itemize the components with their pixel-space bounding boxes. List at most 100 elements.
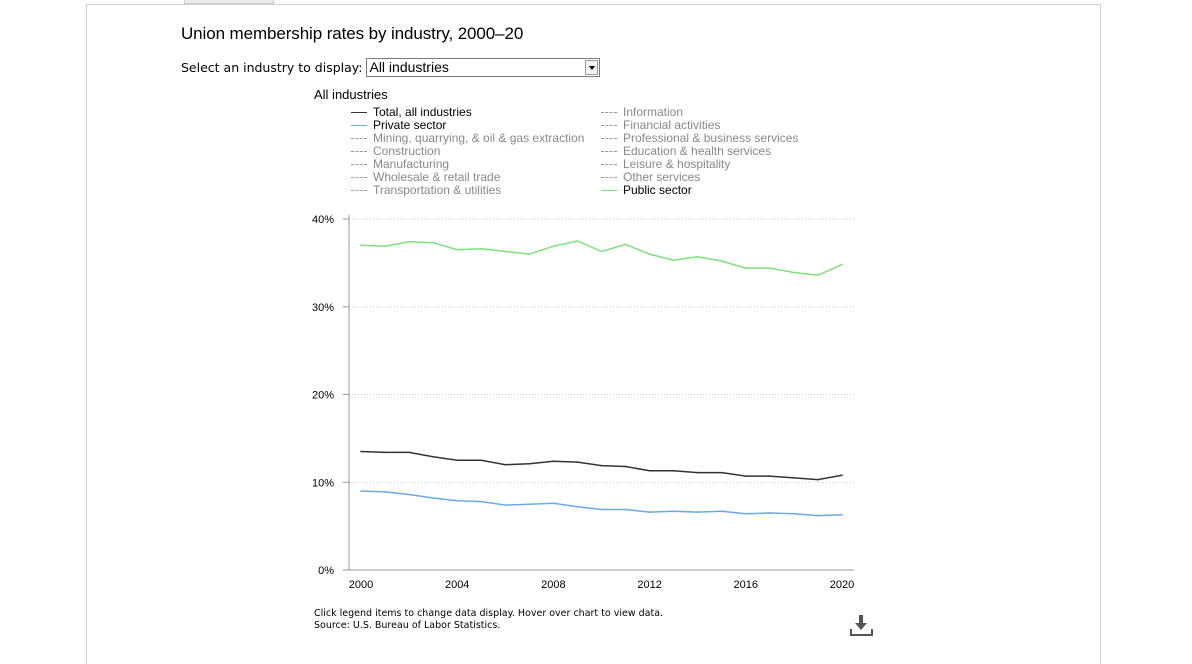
legend-swatch xyxy=(601,190,617,191)
data-point[interactable] xyxy=(696,255,699,258)
data-point[interactable] xyxy=(528,503,531,505)
data-point[interactable] xyxy=(552,502,555,505)
data-point[interactable] xyxy=(841,513,843,516)
industry-select[interactable]: All industries xyxy=(366,58,601,77)
legend-item[interactable]: Other services xyxy=(601,171,798,184)
legend-item[interactable]: Mining, quarrying, & oil & gas extractio… xyxy=(351,132,584,145)
data-point[interactable] xyxy=(456,248,459,251)
footnote-instructions: Click legend items to change data displa… xyxy=(314,608,664,619)
data-point[interactable] xyxy=(384,245,386,248)
x-tick-label: 2008 xyxy=(541,579,565,591)
data-point[interactable] xyxy=(480,248,483,250)
y-tick-label: 0% xyxy=(318,565,334,577)
data-point[interactable] xyxy=(600,508,603,511)
legend-swatch xyxy=(601,112,617,113)
data-point[interactable] xyxy=(841,263,843,266)
data-point[interactable] xyxy=(817,478,819,481)
data-point[interactable] xyxy=(456,499,459,502)
data-point[interactable] xyxy=(648,470,651,472)
legend-label: Education & health services xyxy=(623,144,772,158)
data-point[interactable] xyxy=(432,456,434,458)
y-tick-label: 40% xyxy=(312,214,334,226)
data-point[interactable] xyxy=(408,451,410,454)
tab-stub[interactable] xyxy=(184,0,274,4)
chevron-down-icon[interactable] xyxy=(585,60,599,75)
data-point[interactable] xyxy=(528,463,531,465)
data-point[interactable] xyxy=(576,461,579,463)
data-point[interactable] xyxy=(793,477,795,479)
data-point[interactable] xyxy=(384,491,386,493)
data-point[interactable] xyxy=(720,471,723,474)
data-point[interactable] xyxy=(672,470,675,472)
data-point[interactable] xyxy=(769,267,771,269)
data-point[interactable] xyxy=(552,460,555,462)
legend-item[interactable]: Public sector xyxy=(601,184,798,197)
legend-item[interactable]: Private sector xyxy=(351,119,584,132)
data-point[interactable] xyxy=(552,245,555,248)
series-line[interactable] xyxy=(360,240,843,276)
footnote-source: Source: U.S. Bureau of Labor Statistics. xyxy=(314,620,501,631)
legend-item[interactable]: Transportation & utilities xyxy=(351,184,584,197)
data-point[interactable] xyxy=(432,241,434,244)
legend-item[interactable]: Construction xyxy=(351,145,584,158)
download-icon[interactable] xyxy=(850,613,874,637)
data-point[interactable] xyxy=(745,475,747,477)
data-point[interactable] xyxy=(504,463,507,466)
legend-item[interactable]: Information xyxy=(601,106,798,119)
data-point[interactable] xyxy=(360,490,362,492)
legend-swatch xyxy=(351,138,367,139)
data-point[interactable] xyxy=(817,274,819,276)
x-tick-label: 2012 xyxy=(637,579,661,591)
legend-item[interactable]: Professional & business services xyxy=(601,132,798,145)
data-point[interactable] xyxy=(480,500,483,503)
data-point[interactable] xyxy=(624,465,627,468)
data-point[interactable] xyxy=(672,259,675,262)
data-point[interactable] xyxy=(504,250,507,253)
data-point[interactable] xyxy=(696,471,699,474)
data-point[interactable] xyxy=(480,459,483,462)
data-point[interactable] xyxy=(432,497,434,499)
data-point[interactable] xyxy=(648,253,651,255)
legend-left-column: Total, all industries Private sector Minin… xyxy=(351,106,584,197)
data-point[interactable] xyxy=(576,506,579,508)
data-point[interactable] xyxy=(696,511,699,513)
data-point[interactable] xyxy=(360,450,362,453)
data-point[interactable] xyxy=(817,514,819,517)
data-point[interactable] xyxy=(769,512,771,514)
data-point[interactable] xyxy=(408,493,410,496)
legend-item[interactable]: Wholesale & retail trade xyxy=(351,171,584,184)
y-tick-label: 10% xyxy=(312,477,334,489)
legend-item[interactable]: Manufacturing xyxy=(351,158,584,171)
data-point[interactable] xyxy=(624,243,627,246)
series-line[interactable] xyxy=(360,490,843,517)
data-point[interactable] xyxy=(648,511,651,513)
legend-item[interactable]: Leisure & hospitality xyxy=(601,158,798,171)
legend-item[interactable]: Total, all industries xyxy=(351,106,584,119)
x-tick-label: 2000 xyxy=(349,579,373,591)
data-point[interactable] xyxy=(504,504,507,506)
data-point[interactable] xyxy=(600,464,603,467)
data-point[interactable] xyxy=(841,474,843,477)
content-frame xyxy=(86,4,1101,664)
data-point[interactable] xyxy=(769,475,771,477)
data-point[interactable] xyxy=(600,250,603,253)
data-point[interactable] xyxy=(672,510,675,513)
legend-item[interactable]: Education & health services xyxy=(601,145,798,158)
data-point[interactable] xyxy=(384,451,386,454)
data-point[interactable] xyxy=(528,253,531,255)
data-point[interactable] xyxy=(793,271,795,274)
data-point[interactable] xyxy=(456,459,459,462)
data-point[interactable] xyxy=(793,513,795,515)
data-point[interactable] xyxy=(624,508,627,511)
data-point[interactable] xyxy=(720,510,723,513)
data-point[interactable] xyxy=(408,241,410,243)
x-tick-label: 2016 xyxy=(734,579,758,591)
data-point[interactable] xyxy=(745,267,747,269)
data-point[interactable] xyxy=(745,513,747,515)
data-point[interactable] xyxy=(360,244,362,247)
data-point[interactable] xyxy=(720,260,723,262)
legend-item[interactable]: Financial activities xyxy=(601,119,798,132)
data-point[interactable] xyxy=(576,240,579,242)
legend-label: Financial activities xyxy=(623,118,721,132)
